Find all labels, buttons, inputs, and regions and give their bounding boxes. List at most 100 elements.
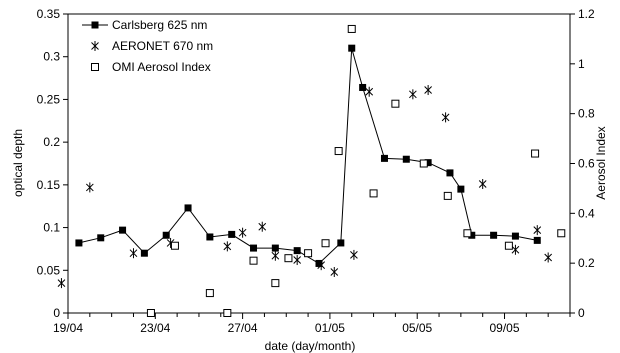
x-axis-label: date (day/month) (265, 339, 356, 353)
aeronet-point (533, 225, 542, 236)
legend-item-omi: OMI Aerosol Index (91, 60, 211, 74)
y-axis-ticks: 0 0.05 0.1 0.15 0.2 0.25 0.3 0.35 (37, 7, 68, 320)
aeronet-point (424, 85, 432, 96)
carlsberg-point (119, 226, 127, 234)
svg-text:OMI Aerosol Index: OMI Aerosol Index (112, 60, 211, 74)
carlsberg-point (271, 244, 279, 252)
omi-point (321, 239, 330, 248)
y-tick-label: 0.2 (43, 135, 60, 149)
carlsberg-point (162, 231, 170, 239)
carlsberg-point (424, 159, 432, 167)
aeronet-point (317, 260, 326, 271)
y-tick-label: 0.15 (37, 178, 61, 192)
y-tick-label: 0.1 (43, 221, 60, 235)
x-tick-label: 27/04 (228, 321, 258, 335)
y-tick-label: 0.35 (37, 7, 61, 21)
y-tick-label: 0.25 (37, 92, 61, 106)
x-tick-label: 23/04 (140, 321, 170, 335)
y2-tick-label: 0 (578, 306, 585, 320)
x-tick-label: 01/05 (315, 321, 345, 335)
x-tick-label: 09/05 (490, 321, 520, 335)
carlsberg-point (457, 185, 465, 193)
carlsberg-point (359, 83, 367, 91)
carlsberg-point (206, 233, 214, 241)
omi-point (249, 256, 258, 265)
aeronet-point (85, 182, 94, 193)
omi-point (146, 309, 155, 317)
y2-tick-label: 0.8 (578, 107, 595, 121)
y-axis-label: optical depth (11, 129, 25, 197)
aeronet-point (129, 248, 138, 259)
aeronet-point (511, 244, 520, 255)
omi-point (284, 254, 293, 263)
omi-point (531, 149, 540, 158)
carlsberg-point (97, 234, 105, 242)
aeronet-point (238, 227, 247, 238)
aeronet-point (544, 252, 553, 263)
carlsberg-point (293, 247, 301, 255)
aeronet-point (350, 249, 358, 260)
carlsberg-point (140, 249, 148, 257)
y2-axis-label: Aerosol Index (594, 126, 608, 199)
x-axis-ticks: 19/04 23/04 27/04 01/05 05/05 09/05 (53, 313, 571, 335)
omi-point (334, 147, 343, 156)
carlsberg-point (228, 230, 236, 238)
x-tick-label: 05/05 (402, 321, 432, 335)
aeronet-point (271, 250, 280, 261)
carlsberg-point (402, 155, 410, 163)
omi-point (419, 159, 428, 168)
aeronet-point (258, 221, 267, 232)
omi-point (205, 289, 214, 298)
carlsberg-point (380, 154, 388, 162)
aeronet-point (478, 179, 487, 190)
carlsberg-point (468, 231, 476, 239)
carlsberg-point (348, 44, 356, 52)
carlsberg-point (446, 169, 454, 177)
plot-area (67, 13, 571, 314)
omi-point (391, 99, 400, 108)
svg-text:Carlsberg 625 nm: Carlsberg 625 nm (112, 18, 207, 32)
carlsberg-point (511, 232, 519, 240)
aeronet-point (293, 255, 302, 266)
omi-point (223, 309, 232, 317)
y-tick-label: 0.05 (37, 263, 61, 277)
y2-tick-label: 0.6 (578, 157, 595, 171)
svg-text:AERONET 670 nm: AERONET 670 nm (112, 39, 213, 53)
omi-point (443, 191, 452, 200)
carlsberg-point (250, 244, 258, 252)
carlsberg-point (184, 204, 192, 212)
aeronet-point (57, 278, 66, 289)
y2-axis-ticks: 0 0.2 0.4 0.6 0.8 1 1.2 (570, 7, 595, 320)
legend-item-carlsberg: Carlsberg 625 nm (82, 18, 207, 32)
y2-tick-label: 1.2 (578, 7, 595, 21)
omi-point (369, 189, 378, 198)
x-tick-label: 19/04 (53, 321, 83, 335)
omi-point (271, 279, 280, 288)
y-tick-label: 0.3 (43, 50, 60, 64)
carlsberg-point (533, 236, 541, 244)
y2-tick-label: 0.4 (578, 206, 595, 220)
omi-point (504, 241, 513, 250)
aeronet-point (408, 89, 417, 100)
carlsberg-point (490, 231, 498, 239)
omi-point (170, 241, 179, 250)
legend: Carlsberg 625 nm AERONET 670 nm OMI Aero… (82, 18, 213, 74)
omi-point (304, 249, 313, 258)
series-layer (57, 24, 566, 317)
omi-point (347, 24, 356, 33)
aeronet-point (441, 112, 450, 123)
carlsberg-line (78, 48, 538, 265)
aeronet-point (330, 266, 339, 277)
carlsberg-point (75, 239, 83, 247)
aeronet-point (365, 86, 374, 97)
omi-point (557, 229, 566, 238)
omi-point (463, 229, 472, 238)
legend-item-aeronet: AERONET 670 nm (91, 39, 213, 53)
y2-tick-label: 0.2 (578, 256, 595, 270)
y-tick-label: 0 (53, 306, 60, 320)
legend-asterisk-marker (91, 41, 99, 51)
aeronet-point (223, 241, 232, 252)
y2-tick-label: 1 (578, 57, 585, 71)
carlsberg-point (337, 239, 345, 247)
